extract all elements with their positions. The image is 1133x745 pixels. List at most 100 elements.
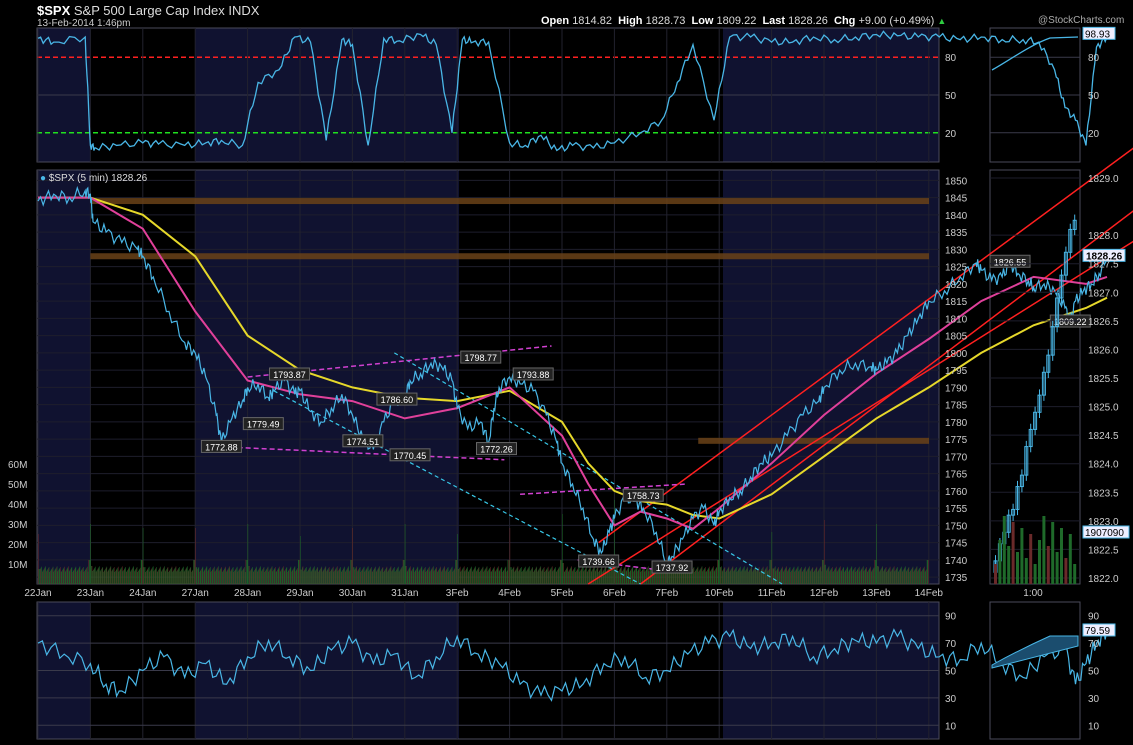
- volume-bar: [748, 570, 750, 584]
- volume-bar: [592, 568, 594, 584]
- volume-bar: [465, 569, 467, 584]
- volume-bar: [181, 568, 183, 584]
- volume-bar: [198, 567, 200, 584]
- volume-bar: [619, 568, 621, 584]
- intraday-tick-1828.0: 1828.0: [1088, 231, 1119, 242]
- volume-bar: [824, 564, 826, 584]
- volume-bar: [924, 571, 926, 584]
- volume-bar: [273, 569, 275, 584]
- volume-bar: [549, 569, 551, 584]
- volume-bar: [813, 570, 815, 584]
- volume-bar: [277, 568, 279, 584]
- volume-bar: [325, 566, 327, 584]
- price-tick-1830: 1830: [945, 245, 968, 256]
- volume-bar: [308, 568, 310, 584]
- volume-bar: [46, 570, 48, 584]
- volume-bar: [889, 567, 890, 584]
- volume-bar: [263, 568, 264, 584]
- volume-bar: [316, 568, 318, 584]
- volume-bar: [489, 568, 490, 584]
- volume-bar: [888, 568, 890, 584]
- volume-bar: [838, 568, 840, 584]
- volume-bar: [314, 571, 316, 584]
- volume-bar: [637, 570, 639, 584]
- rsi-intraday-value-box: [1082, 26, 1116, 40]
- volume-bar: [915, 568, 916, 584]
- volume-bar: [340, 567, 341, 584]
- volume-bar: [464, 571, 466, 584]
- volume-bar: [657, 569, 658, 584]
- volume-bar: [887, 569, 889, 584]
- volume-bar: [625, 566, 626, 584]
- volume-bar: [728, 566, 730, 584]
- intraday-candle: [1028, 428, 1033, 448]
- rsi-intraday-tick-80: 80: [1088, 53, 1100, 64]
- volume-bar: [707, 569, 708, 584]
- volume-bar: [90, 524, 91, 584]
- volume-bar: [504, 568, 505, 584]
- annotation-box-9: [622, 488, 664, 502]
- volume-bar: [208, 569, 210, 584]
- volume-bar: [540, 566, 542, 584]
- volume-bar: [123, 569, 125, 584]
- volume-bar: [109, 567, 111, 584]
- volume-bar: [87, 571, 89, 584]
- volume-bar: [169, 570, 170, 584]
- volume-bar: [289, 567, 291, 584]
- volume-bar: [922, 568, 924, 584]
- volume-bar: [831, 568, 832, 584]
- annotation-box-2: [512, 367, 554, 381]
- volume-bar: [422, 571, 423, 584]
- volume-bar: [168, 572, 169, 584]
- volume-bar: [338, 569, 340, 584]
- x-tick-31Jan: 31Jan: [391, 588, 418, 599]
- volume-bar: [42, 570, 44, 584]
- volume-bar: [712, 567, 714, 584]
- volume-bar: [91, 566, 93, 584]
- volume-bar: [283, 571, 285, 584]
- intraday-candle: [1041, 371, 1046, 396]
- volume-bar: [686, 566, 687, 584]
- volume-bar: [233, 572, 235, 584]
- volume-bar: [259, 568, 260, 584]
- volume-bar: [866, 572, 868, 584]
- lower-tick-50: 50: [945, 667, 957, 678]
- volume-bar: [670, 567, 672, 584]
- volume-bar: [701, 566, 703, 584]
- volume-bar: [815, 568, 816, 584]
- price-tick-1785: 1785: [945, 401, 968, 412]
- volume-bar: [797, 567, 798, 584]
- volume-bar: [453, 569, 455, 584]
- volume-bar: [674, 566, 676, 584]
- volume-bar: [71, 567, 73, 584]
- volume-bar: [858, 566, 860, 584]
- rsi-intraday-value: 98.93: [1085, 29, 1110, 40]
- volume-bar: [520, 568, 521, 584]
- volume-bar: [192, 569, 194, 584]
- volume-bar: [144, 567, 145, 584]
- volume-bar: [134, 570, 136, 584]
- volume-bar: [428, 566, 430, 584]
- volume-bar: [811, 568, 813, 584]
- volume-bar: [86, 567, 87, 584]
- volume-bar: [179, 567, 180, 584]
- volume-bar: [493, 567, 495, 584]
- volume-bar: [267, 567, 268, 584]
- volume-bar: [903, 569, 904, 584]
- volume-bar: [155, 568, 157, 584]
- volume-bar: [369, 570, 370, 584]
- volume-bar: [252, 567, 253, 584]
- volume-bar: [269, 570, 270, 584]
- volume-bar: [774, 566, 776, 584]
- volume-bar: [843, 567, 845, 584]
- volume-bar: [480, 569, 482, 584]
- volume-bar: [125, 567, 126, 584]
- volume-bar: [189, 569, 190, 584]
- volume-bar: [836, 566, 837, 584]
- volume-bar: [779, 570, 781, 584]
- volume-bar: [826, 570, 827, 584]
- volume-bar: [516, 567, 518, 584]
- volume-bar: [431, 569, 432, 584]
- trendline-4: [273, 390, 641, 585]
- volume-bar: [770, 560, 772, 584]
